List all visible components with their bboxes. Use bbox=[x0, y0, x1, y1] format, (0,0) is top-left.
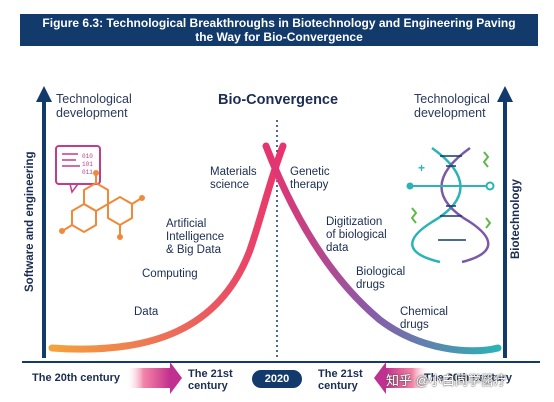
svg-text:101: 101 bbox=[82, 161, 93, 168]
label-digitization-line1: Digitization bbox=[326, 216, 383, 228]
label-materials-line1: Materials bbox=[210, 166, 257, 178]
label-chem-drugs-line2: drugs bbox=[400, 319, 429, 331]
label-genetic-therapy: Genetic therapy bbox=[290, 166, 330, 192]
svg-text:011: 011 bbox=[82, 169, 93, 176]
bio-convergence-title: Bio-Convergence bbox=[218, 92, 339, 108]
right-header-line1: Technological bbox=[414, 92, 490, 106]
year-2020-badge: 2020 bbox=[252, 370, 302, 388]
software-growth-curve bbox=[48, 142, 287, 353]
left-axis-arrow bbox=[36, 86, 52, 358]
left-header-line2: development bbox=[56, 106, 128, 120]
left-axis-label: Software and engineering bbox=[24, 151, 36, 292]
label-digitization-line2: of biological bbox=[326, 229, 387, 241]
left-header: Technological development bbox=[56, 92, 132, 120]
timeline-left-arrow bbox=[126, 362, 182, 394]
label-chemical-drugs: Chemical drugs bbox=[400, 306, 448, 332]
label-ai-big-data: Artificial Intelligence & Big Data bbox=[166, 218, 224, 257]
svg-text:010: 010 bbox=[82, 153, 93, 160]
label-biological-drugs: Biological drugs bbox=[356, 266, 405, 292]
left-header-line1: Technological bbox=[56, 92, 132, 106]
timeline-right-arrow bbox=[374, 362, 430, 394]
label-materials-science: Materials science bbox=[210, 166, 257, 192]
figure-title-bar: Figure 6.3: Technological Breakthroughs … bbox=[20, 14, 538, 46]
watermark: 知乎 @小白同学醫疗 bbox=[386, 373, 507, 388]
timeline-left-start: The 20th century bbox=[32, 372, 121, 384]
label-genetic-line1: Genetic bbox=[290, 166, 330, 178]
label-computing: Computing bbox=[142, 268, 198, 280]
label-digitization-line3: data bbox=[326, 242, 349, 254]
molecule-icon bbox=[59, 170, 145, 240]
label-bio-drugs-line1: Biological bbox=[356, 266, 406, 278]
timeline-left-end: The 21st century bbox=[188, 368, 233, 392]
label-digitization: Digitization of biological data bbox=[326, 216, 387, 255]
software-code-icon: 010 101 011 bbox=[55, 145, 101, 194]
right-axis-label: Biotechnology bbox=[510, 179, 522, 259]
label-ai-line1: Artificial bbox=[166, 218, 207, 230]
timeline-left-end-line2: century bbox=[188, 380, 228, 392]
label-genetic-line2: therapy bbox=[290, 179, 329, 191]
label-ai-line2: Intelligence bbox=[166, 231, 225, 243]
right-axis-arrow bbox=[497, 86, 513, 358]
right-header: Technological development bbox=[414, 92, 490, 120]
figure-title-line2: the Way for Bio-Convergence bbox=[195, 30, 363, 44]
timeline-right-start: The 21st century bbox=[318, 368, 363, 392]
label-ai-line3: & Big Data bbox=[166, 244, 221, 256]
biotech-growth-curve bbox=[262, 142, 502, 355]
dna-helix-icon bbox=[406, 146, 495, 264]
label-data: Data bbox=[134, 306, 159, 318]
timeline-left-end-line1: The 21st bbox=[188, 368, 233, 380]
timeline-right-start-line1: The 21st bbox=[318, 368, 363, 380]
label-bio-drugs-line2: drugs bbox=[356, 279, 385, 291]
timeline-right-end: The 20th century bbox=[424, 372, 513, 384]
label-materials-line2: science bbox=[210, 179, 249, 191]
plus-icon: + bbox=[418, 161, 425, 175]
right-header-line2: development bbox=[414, 106, 486, 120]
label-chem-drugs-line1: Chemical bbox=[400, 306, 448, 318]
timeline-right-start-line2: century bbox=[318, 380, 358, 392]
figure-title-line1: Figure 6.3: Technological Breakthroughs … bbox=[42, 16, 516, 30]
